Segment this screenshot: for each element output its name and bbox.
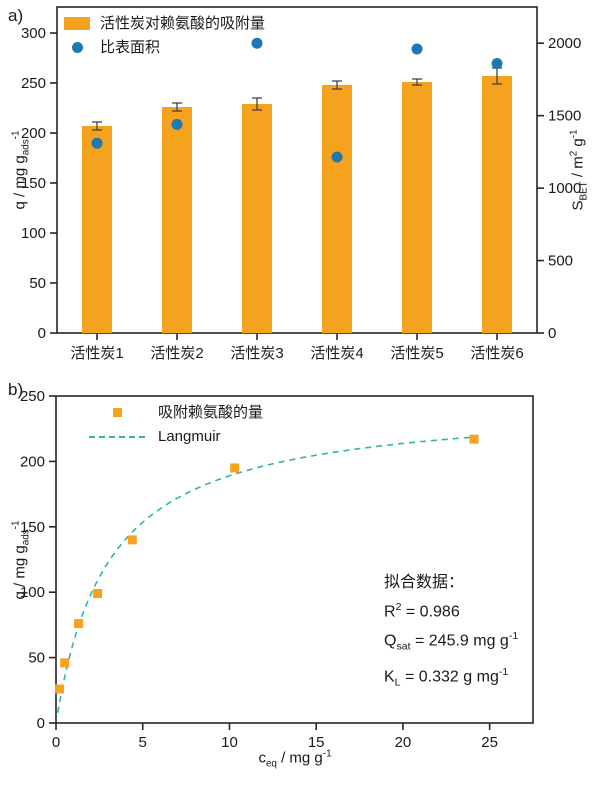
data-point-2: [60, 658, 70, 668]
panel-b-label: b): [8, 380, 24, 399]
panel-a-chart: 0 50 100 150 200 250 300 0 500 1000 1500 2000 活性炭1 活性…: [21, 6, 581, 362]
left-tick-label: 100: [21, 225, 46, 242]
dot-swatch: [71, 42, 83, 53]
panel-a-ylabel-right: SBET / m2 g-1: [568, 129, 590, 211]
right-tick-label: 500: [548, 253, 573, 270]
panel-a-frame: [56, 6, 538, 334]
left-tick-label: 250: [21, 75, 46, 92]
left-tick-label: 0: [38, 325, 46, 342]
fit-annotation-r2: R2 = 0.986: [384, 601, 460, 621]
panel-a-legend: 活性炭对赖氨酸的吸附量 比表面积: [64, 14, 265, 62]
legend-entry-langmuir: Langmuir: [86, 427, 263, 447]
data-point-7: [469, 434, 479, 444]
panel-b-frame: [55, 395, 534, 724]
y-tick-label: 0: [37, 715, 45, 732]
legend-label-adsorption: 活性炭对赖氨酸的吸附量: [100, 15, 266, 32]
legend-entry-surface-area: 比表面积: [64, 38, 265, 58]
bar-活性炭6: [482, 76, 512, 333]
bar-活性炭3: [242, 104, 272, 333]
right-tick-label: 0: [548, 325, 556, 342]
category-label: 活性炭3: [230, 345, 283, 362]
dash-swatch: [89, 436, 145, 438]
x-tick-label: 25: [481, 734, 498, 751]
category-label: 活性炭4: [310, 345, 363, 362]
sbet-dot-活性炭4: [331, 151, 343, 163]
x-tick-label: 20: [395, 734, 412, 751]
x-tick-label: 15: [308, 734, 325, 751]
data-point-4: [93, 589, 103, 599]
y-tick-label: 150: [20, 519, 45, 536]
bar-活性炭4: [322, 85, 352, 333]
left-tick-label: 150: [21, 175, 46, 192]
langmuir-fit-curve: [56, 436, 475, 713]
bar-活性炭5: [402, 82, 432, 333]
bar-活性炭2: [162, 107, 192, 333]
data-point-6: [230, 463, 240, 473]
fit-annotation-qsat: Qsat = 245.9 mg g-1: [384, 630, 519, 653]
category-label: 活性炭6: [470, 345, 523, 362]
panel-b-legend: 吸附赖氨酸的量 Langmuir: [86, 403, 263, 451]
y-tick-label: 50: [28, 650, 45, 667]
legend-entry-points: 吸附赖氨酸的量: [86, 403, 263, 423]
sbet-dot-活性炭3: [251, 37, 263, 49]
y-tick-label: 200: [20, 453, 45, 470]
bar-swatch: [64, 17, 90, 30]
right-tick-label: 1000: [548, 180, 581, 197]
panel-b-xlabel: ceq / mg g-1: [258, 748, 332, 770]
right-tick-label: 1500: [548, 108, 581, 125]
bar-活性炭1: [82, 126, 112, 333]
sbet-dot-活性炭6: [491, 58, 503, 70]
category-label: 活性炭1: [70, 345, 123, 362]
legend-label-surface-area: 比表面积: [100, 39, 161, 56]
legend-label-langmuir: Langmuir: [158, 428, 221, 445]
x-tick-label: 5: [139, 734, 147, 751]
left-tick-label: 300: [21, 25, 46, 42]
legend-label-points: 吸附赖氨酸的量: [158, 404, 264, 421]
category-label: 活性炭2: [150, 345, 203, 362]
right-tick-label: 2000: [548, 35, 581, 52]
data-point-5: [127, 535, 137, 545]
square-swatch: [112, 408, 122, 417]
fit-annotation-kl: KL = 0.332 g mg-1: [384, 665, 509, 689]
fit-annotation-title: 拟合数据：: [384, 574, 465, 591]
y-tick-label: 250: [20, 388, 45, 405]
left-tick-label: 50: [29, 275, 46, 292]
data-point-1: [54, 684, 64, 694]
x-tick-label: 10: [221, 734, 238, 751]
panel-a-label: a): [8, 6, 24, 25]
x-tick-label: 0: [52, 734, 60, 751]
sbet-dot-活性炭1: [91, 137, 103, 149]
panel-a-ylabel-left: q / mg gads-1: [10, 130, 32, 210]
data-point-3: [74, 619, 84, 629]
y-tick-label: 100: [20, 584, 45, 601]
panel-b-ylabel: q / mg gads-1: [10, 520, 32, 600]
sbet-dot-活性炭2: [171, 118, 183, 130]
legend-entry-adsorption: 活性炭对赖氨酸的吸附量: [64, 14, 265, 34]
sbet-dot-活性炭5: [411, 43, 423, 55]
left-tick-label: 200: [21, 125, 46, 142]
fit-annotation: 拟合数据： R2 = 0.986 Qsat = 245.9 mg g-1 KL …: [384, 570, 518, 695]
category-label: 活性炭5: [390, 345, 443, 362]
